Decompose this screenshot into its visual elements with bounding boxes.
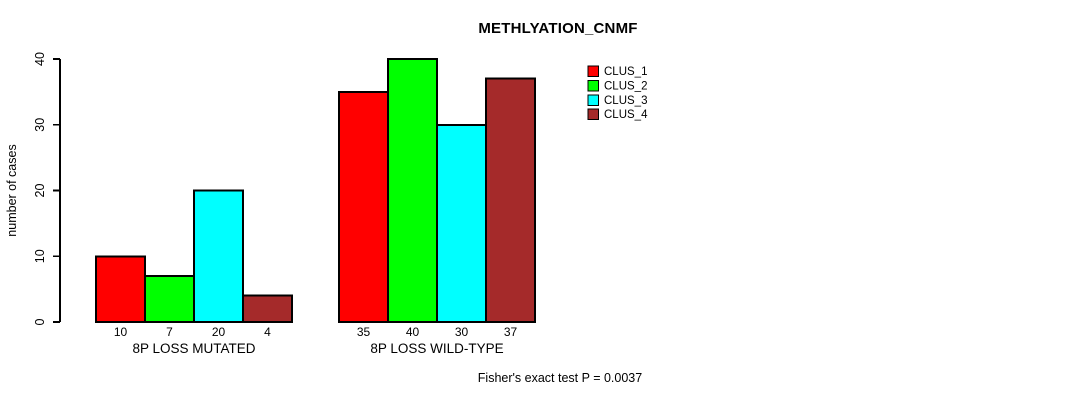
y-axis-tick-label: 0 — [33, 318, 47, 325]
legend-swatch-clus_4 — [587, 108, 599, 121]
y-axis-tick-label: 30 — [33, 118, 47, 132]
bar-clus_3-group2 — [436, 123, 487, 323]
chart-title: METHLYATION_CNMF — [478, 20, 638, 37]
bar-clus_2-group1 — [144, 274, 195, 324]
legend-swatch-clus_2 — [587, 79, 599, 92]
y-axis-tick-label: 40 — [33, 52, 47, 66]
bar-value-label: 40 — [406, 325, 420, 339]
bar-value-label: 7 — [166, 325, 173, 339]
bar-clus_3-group1 — [193, 189, 244, 323]
y-axis-tick-label: 10 — [33, 249, 47, 263]
bar-value-label: 30 — [455, 325, 469, 339]
bar-value-label: 4 — [264, 325, 271, 339]
fisher-test-annotation: Fisher's exact test P = 0.0037 — [477, 371, 643, 385]
legend-label: CLUS_4 — [604, 109, 648, 121]
bar-clus_4-group1 — [242, 294, 293, 324]
bar-clus_1-group1 — [95, 255, 146, 323]
bar-value-label: 10 — [114, 325, 128, 339]
category-label: 8P LOSS WILD-TYPE — [370, 341, 503, 356]
bar-clus_4-group2 — [485, 77, 536, 323]
bar-value-label: 20 — [212, 325, 226, 339]
bar-value-label: 35 — [357, 325, 371, 339]
bar-value-label: 37 — [504, 325, 518, 339]
legend-label: CLUS_2 — [604, 80, 647, 92]
bar-clus_2-group2 — [387, 58, 438, 323]
legend-swatch-clus_1 — [587, 65, 599, 77]
legend-label: CLUS_3 — [604, 95, 647, 107]
y-axis-title: number of cases — [5, 144, 19, 236]
bar-clus_1-group2 — [338, 90, 389, 323]
legend-label: CLUS_1 — [604, 66, 647, 78]
legend-swatch-clus_3 — [587, 94, 599, 106]
y-axis-tick-label: 20 — [33, 184, 47, 198]
category-label: 8P LOSS MUTATED — [132, 341, 255, 356]
